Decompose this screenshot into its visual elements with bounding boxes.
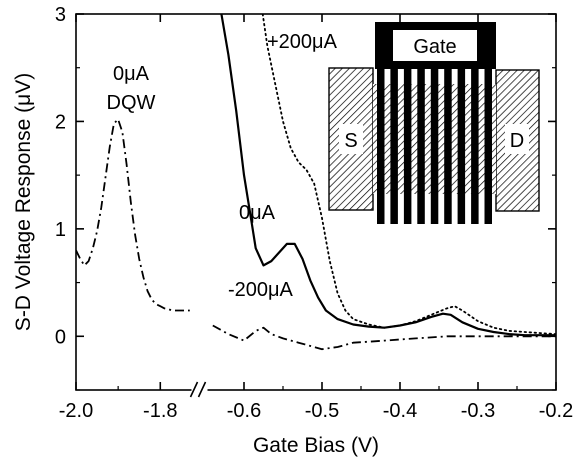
x-tick-label: -0.4 — [383, 400, 417, 422]
series-group — [76, 14, 556, 351]
gate-finger — [377, 66, 385, 224]
inset-device: Gate S D — [328, 22, 540, 224]
series-annotation: DQW — [107, 92, 156, 114]
series-line-1 — [220, 14, 556, 337]
plot-frame — [75, 13, 557, 391]
axis-break-mark — [189, 381, 199, 398]
x-tick-label: -0.5 — [305, 400, 339, 422]
series-line-3 — [212, 324, 556, 351]
drain-label-box — [505, 124, 529, 154]
gate-label-box — [393, 30, 477, 61]
inset-drain-label: D — [510, 130, 524, 152]
source-label-box — [339, 124, 363, 154]
gate-finger — [471, 66, 479, 224]
x-tick-label: -0.6 — [227, 400, 261, 422]
y-axis-label: S-D Voltage Response (μV) — [12, 73, 35, 331]
gate-finger — [444, 66, 452, 224]
gate-finger — [430, 66, 439, 224]
gate-finger — [484, 66, 492, 224]
y-tick-label: 1 — [55, 219, 66, 241]
x-axis-label: Gate Bias (V) — [253, 434, 379, 457]
series-annotation: -200μA — [228, 279, 294, 301]
series-annotation: +200μA — [267, 31, 338, 53]
series-line-0 — [76, 118, 190, 312]
series-line-2 — [261, 14, 556, 335]
y-tick-label: 0 — [55, 326, 66, 348]
x-tick-label: -2.0 — [59, 400, 93, 422]
axis-break-mark — [197, 381, 207, 398]
inset-source-label: S — [344, 130, 357, 152]
x-tick-label: -1.8 — [143, 400, 177, 422]
series-annotation: 0μA — [113, 63, 150, 85]
gate-finger — [403, 66, 412, 224]
gate-finger — [457, 66, 466, 224]
y-tick-label: 3 — [55, 4, 66, 26]
series-annotation: 0μA — [239, 202, 276, 224]
y-tick-label: 2 — [55, 111, 66, 133]
x-tick-label: -0.2 — [539, 400, 573, 422]
gate-finger — [417, 66, 425, 224]
inset-gate-label: Gate — [413, 36, 456, 58]
x-tick-label: -0.3 — [461, 400, 495, 422]
gate-finger — [390, 66, 398, 224]
